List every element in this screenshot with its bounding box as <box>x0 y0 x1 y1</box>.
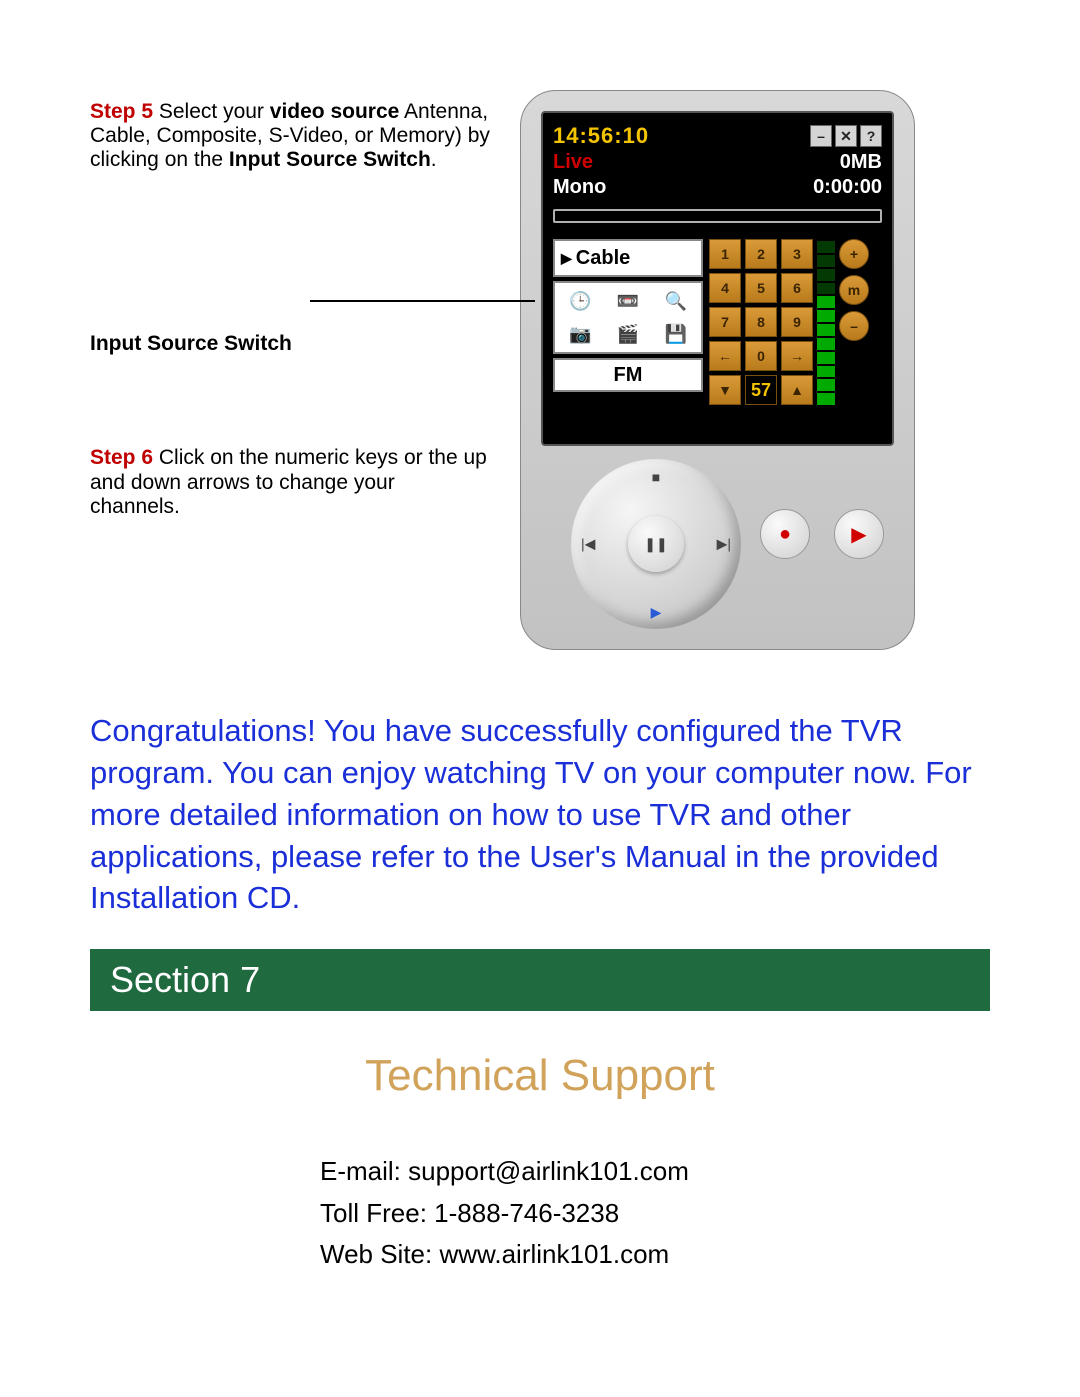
volume-up[interactable]: + <box>839 239 869 269</box>
step5-label: Step 5 <box>90 100 153 123</box>
play-small-icon[interactable]: ▶ <box>651 604 662 621</box>
numeric-keypad: 1 2 3 4 5 6 7 8 9 ← 0 → ▼ <box>709 239 813 405</box>
toll-value: 1-888-746-3238 <box>434 1198 619 1228</box>
key-4[interactable]: 4 <box>709 273 741 303</box>
key-2[interactable]: 2 <box>745 239 777 269</box>
key-6[interactable]: 6 <box>781 273 813 303</box>
stop-icon[interactable]: ■ <box>652 469 660 485</box>
timer-icon[interactable]: 🕒 <box>558 286 603 316</box>
mute-button[interactable]: m <box>839 275 869 305</box>
key-8[interactable]: 8 <box>745 307 777 337</box>
close-button[interactable]: ✕ <box>835 125 857 147</box>
next-track-icon[interactable]: ▶| <box>717 536 731 553</box>
congrats-text: Congratulations! You have successfully c… <box>90 710 990 919</box>
play-icon: ▶ <box>851 522 866 547</box>
live-indicator: Live <box>553 151 593 174</box>
vu-meter <box>817 239 835 405</box>
audio-mode: Mono <box>553 176 606 199</box>
step6-paragraph: Step 6 Click on the numeric keys or the … <box>90 446 490 518</box>
size-indicator: 0MB <box>840 151 882 174</box>
elapsed-time: 0:00:00 <box>813 176 882 199</box>
step5-bold2: Input Source Switch <box>229 148 431 171</box>
key-7[interactable]: 7 <box>709 307 741 337</box>
record-icon: ● <box>779 523 791 546</box>
channel-down[interactable]: ▼ <box>709 375 741 405</box>
clock-display: 14:56:10 <box>553 123 649 149</box>
step5-bold1: video source <box>270 100 400 123</box>
tech-support-title: Technical Support <box>90 1051 990 1101</box>
nav-wheel[interactable]: ■ ▶ |◀ ▶| ❚❚ <box>571 459 741 629</box>
progress-bar[interactable] <box>553 209 882 223</box>
play-button[interactable]: ▶ <box>834 509 884 559</box>
prev-track-icon[interactable]: |◀ <box>581 536 595 553</box>
step6-label: Step 6 <box>90 446 153 469</box>
channel-up[interactable]: ▲ <box>781 375 813 405</box>
lcd-screen: 14:56:10 – ✕ ? Live 0MB Mono 0:00:00 <box>541 111 894 446</box>
step5-text-pre: Select your <box>153 100 270 123</box>
tvr-device: 14:56:10 – ✕ ? Live 0MB Mono 0:00:00 <box>520 90 915 650</box>
function-icons: 🕒 📼 🔍 📷 🎬 💾 <box>553 281 703 354</box>
help-button[interactable]: ? <box>860 125 882 147</box>
volume-down[interactable]: – <box>839 311 869 341</box>
key-9[interactable]: 9 <box>781 307 813 337</box>
key-3[interactable]: 3 <box>781 239 813 269</box>
record-list-icon[interactable]: 📼 <box>606 286 651 316</box>
step5-text-end: . <box>431 148 437 171</box>
email-value: support@airlink101.com <box>408 1156 689 1186</box>
fm-button[interactable]: FM <box>553 358 703 392</box>
web-value: www.airlink101.com <box>439 1239 669 1269</box>
contact-block: E-mail: support@airlink101.com Toll Free… <box>90 1151 990 1276</box>
zoom-icon[interactable]: 🔍 <box>653 286 698 316</box>
key-1[interactable]: 1 <box>709 239 741 269</box>
callout-leader-line <box>310 300 535 302</box>
step5-paragraph: Step 5 Select your video source Antenna,… <box>90 100 490 172</box>
input-source-switch[interactable]: ▶ Cable <box>553 239 703 277</box>
pause-button[interactable]: ❚❚ <box>628 516 684 572</box>
source-arrow-icon: ▶ <box>561 250 572 267</box>
record-button[interactable]: ● <box>760 509 810 559</box>
toll-label: Toll Free: <box>320 1198 434 1228</box>
email-label: E-mail: <box>320 1156 408 1186</box>
key-prev[interactable]: ← <box>709 341 741 371</box>
minimize-button[interactable]: – <box>810 125 832 147</box>
save-icon[interactable]: 💾 <box>653 319 698 349</box>
key-5[interactable]: 5 <box>745 273 777 303</box>
movie-icon[interactable]: 🎬 <box>606 319 651 349</box>
section-header: Section 7 <box>90 949 990 1011</box>
key-next[interactable]: → <box>781 341 813 371</box>
source-label: Cable <box>576 247 630 270</box>
snapshot-icon[interactable]: 📷 <box>558 319 603 349</box>
input-source-callout: Input Source Switch <box>90 332 490 356</box>
web-label: Web Site: <box>320 1239 439 1269</box>
channel-display: 57 <box>745 375 777 405</box>
key-0[interactable]: 0 <box>745 341 777 371</box>
